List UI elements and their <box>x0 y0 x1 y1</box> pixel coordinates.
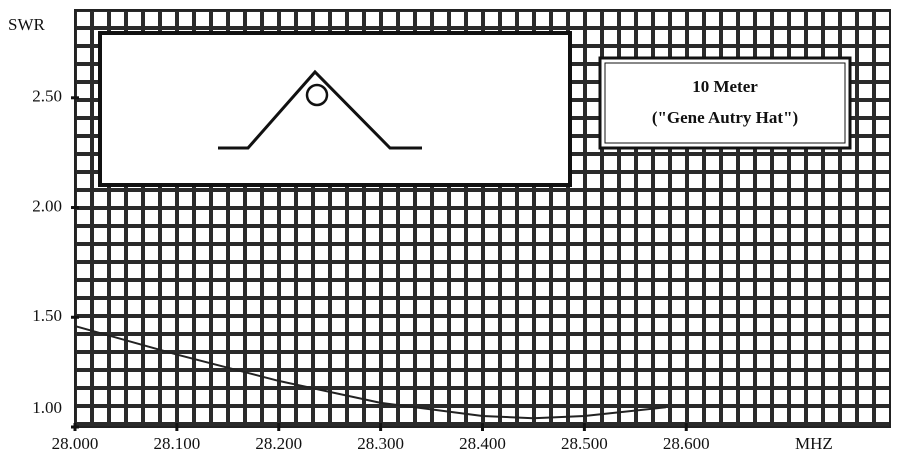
x-tick-label: 28.500 <box>561 434 608 453</box>
y-tick-label: 2.00 <box>32 196 62 215</box>
swr-line <box>74 325 666 420</box>
y-tick-label: 2.50 <box>32 87 62 106</box>
title-box <box>598 56 852 150</box>
chart-subtitle: ("Gene Autry Hat") <box>652 108 798 127</box>
y-tick-label: 1.50 <box>32 306 62 325</box>
x-tick-label: 28.200 <box>255 434 302 453</box>
y-axis-label: SWR <box>8 15 46 34</box>
antenna-shape <box>218 69 422 150</box>
x-tick-label: 28.300 <box>357 434 404 453</box>
title-box-inner <box>604 62 846 144</box>
x-tick-label: 28.400 <box>459 434 506 453</box>
chart-title: 10 Meter <box>692 77 758 96</box>
x-tick-label: 28.100 <box>154 434 201 453</box>
x-axis-label: MHZ <box>795 434 833 453</box>
x-tick-label: 28.600 <box>663 434 710 453</box>
x-tick-label: 28.000 <box>52 434 99 453</box>
antenna-feed <box>305 83 329 107</box>
y-tick-label: 1.00 <box>32 398 62 417</box>
diagram-box <box>98 31 572 187</box>
